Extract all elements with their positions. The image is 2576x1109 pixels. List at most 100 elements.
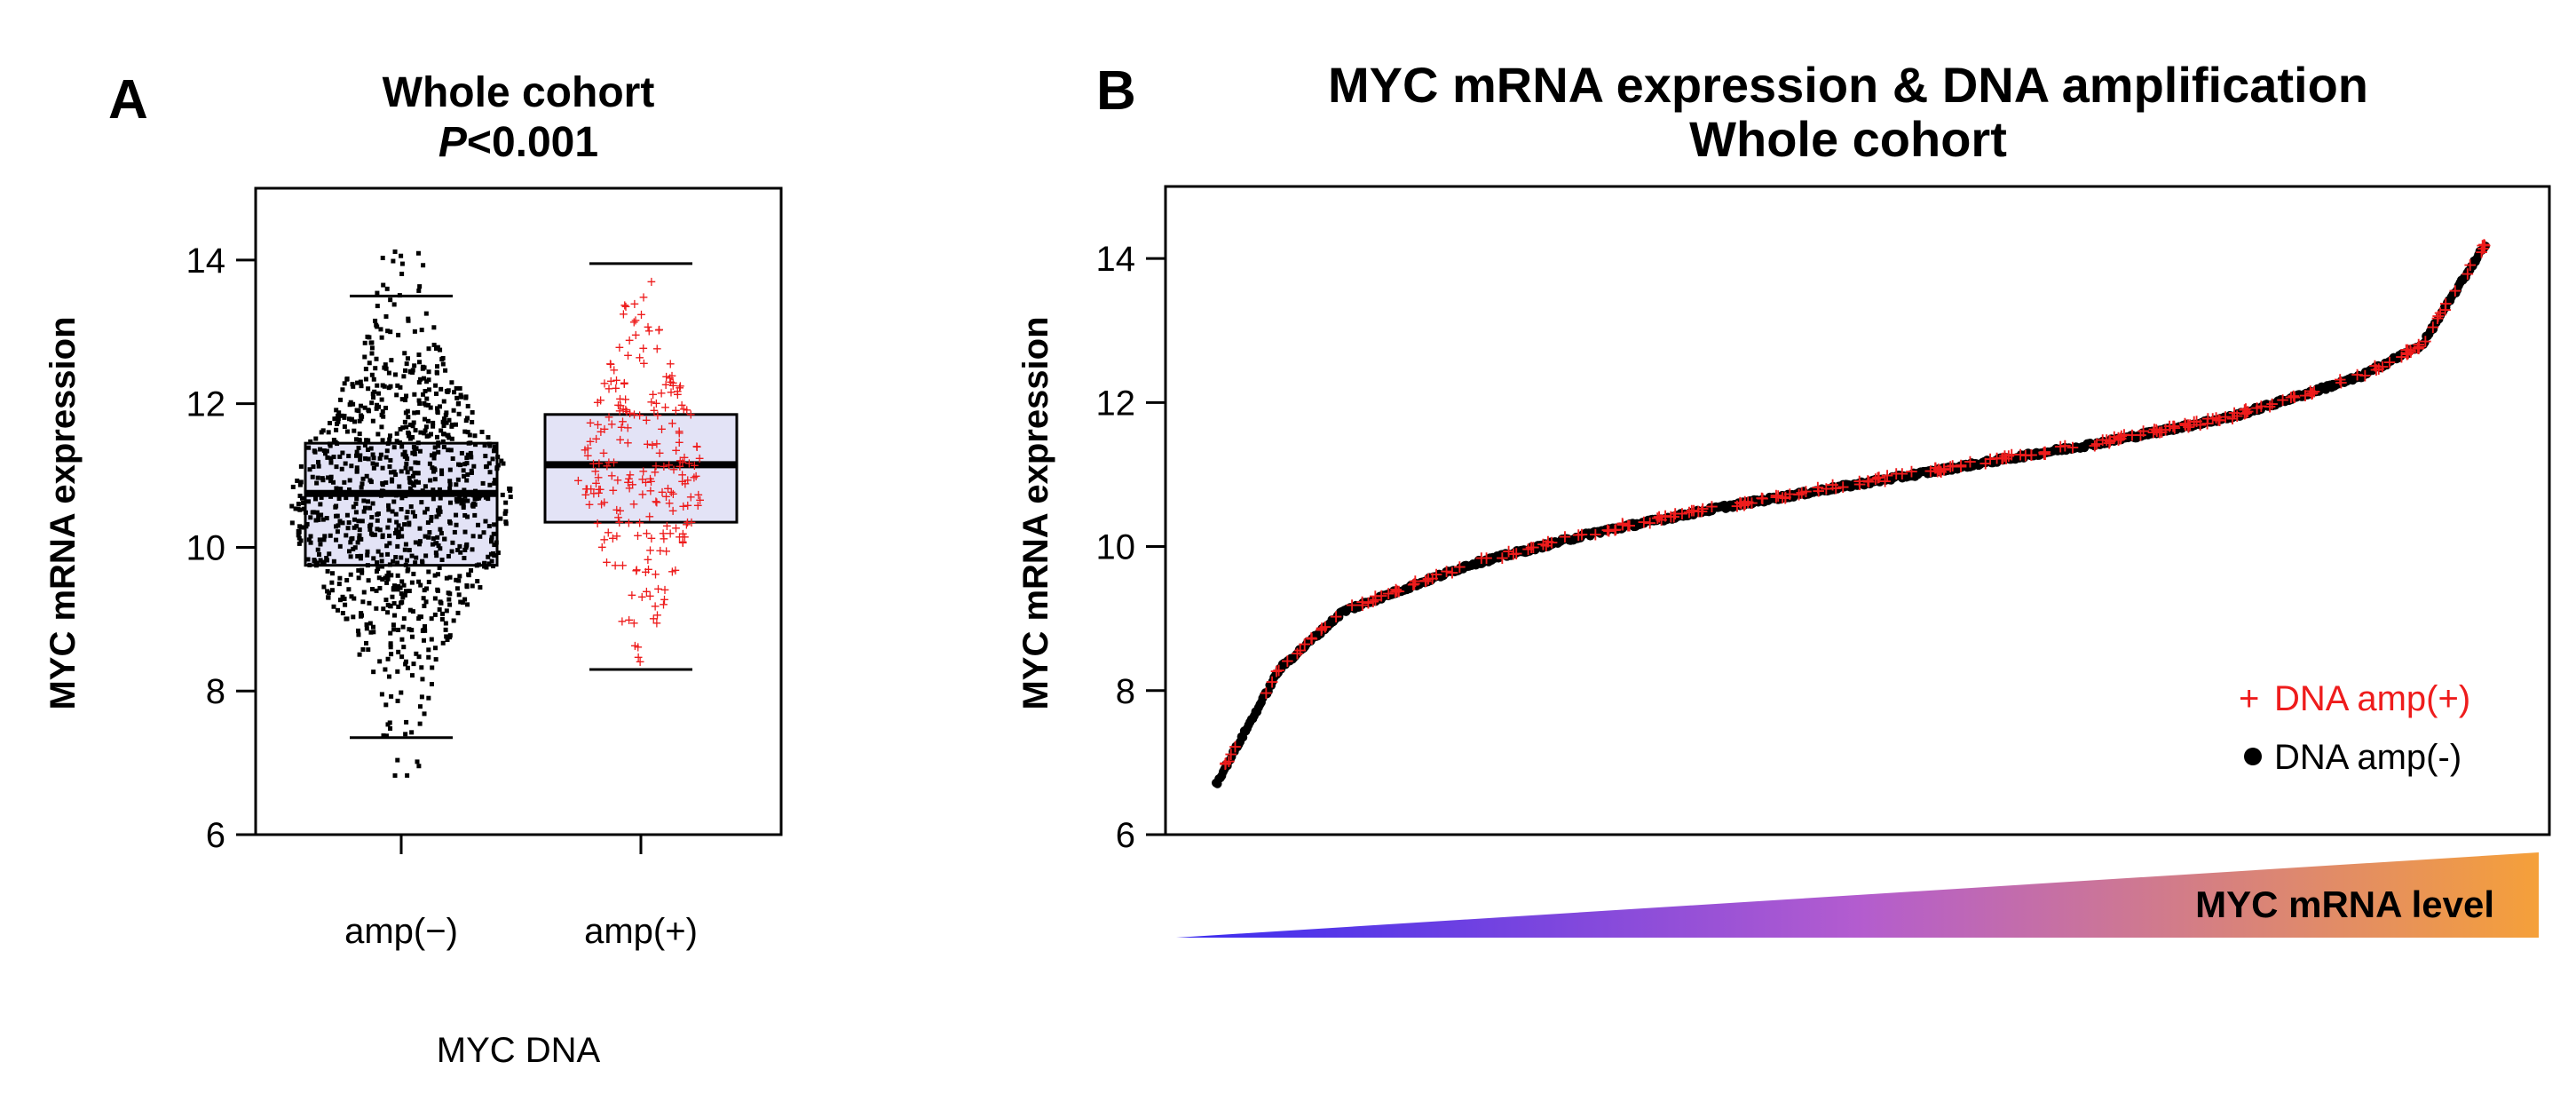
point-amp-pos: + — [690, 457, 699, 475]
point-amp-neg — [391, 445, 397, 450]
point-amp-neg — [455, 401, 461, 407]
point-amp-neg — [352, 428, 357, 433]
point-amp-neg — [399, 637, 405, 642]
point-amp-neg — [409, 580, 415, 585]
point-amp-pos: + — [1682, 499, 1695, 526]
point-amp-neg — [429, 518, 434, 523]
point-amp-pos: + — [668, 415, 677, 432]
point-amp-pos: + — [680, 528, 690, 546]
point-amp-neg — [394, 431, 399, 436]
point-amp-neg — [368, 340, 374, 345]
point-amp-neg — [416, 398, 422, 403]
point-amp-neg — [403, 494, 408, 499]
point-amp-neg — [340, 387, 345, 392]
point-amp-neg — [379, 692, 384, 697]
point-amp-pos: + — [2117, 422, 2130, 448]
point-amp-pos: + — [2125, 422, 2138, 448]
point-amp-pos: + — [1934, 458, 1948, 485]
point-amp-neg — [313, 518, 319, 523]
point-amp-neg — [486, 561, 492, 566]
point-amp-neg — [339, 413, 344, 418]
point-amp-neg — [334, 427, 339, 432]
point-amp-neg — [375, 527, 380, 532]
point-amp-neg — [338, 397, 344, 402]
point-amp-pos: + — [2058, 432, 2072, 459]
point-amp-neg — [398, 426, 403, 432]
point-amp-pos: + — [1222, 749, 1236, 775]
point-amp-pos: + — [669, 461, 679, 479]
point-amp-pos: + — [630, 295, 640, 313]
point-amp-pos: + — [665, 495, 675, 512]
point-amp-neg — [316, 459, 321, 464]
point-amp-neg — [425, 418, 431, 424]
point-amp-pos: + — [629, 495, 639, 513]
point-amp-pos: + — [615, 391, 625, 408]
point-amp-neg — [423, 402, 429, 408]
point-amp-pos: + — [673, 386, 683, 404]
point-amp-neg — [410, 481, 415, 487]
point-amp-pos: + — [2419, 328, 2432, 354]
point-amp-pos: + — [586, 433, 596, 451]
point-amp-pos: + — [1229, 733, 1242, 760]
point-amp-neg — [441, 399, 446, 404]
point-amp-neg — [410, 424, 415, 429]
point-amp-pos: + — [1545, 529, 1558, 556]
point-amp-neg — [371, 630, 376, 635]
point-amp-pos: + — [593, 514, 603, 532]
point-amp-neg — [435, 587, 440, 592]
point-amp-neg — [380, 383, 385, 388]
point-amp-pos: + — [613, 509, 623, 527]
point-amp-neg — [449, 424, 454, 429]
point-amp-neg — [298, 479, 304, 485]
point-amp-neg — [390, 509, 395, 514]
point-amp-neg — [398, 384, 403, 390]
point-amp-neg — [377, 659, 383, 664]
point-amp-neg — [289, 520, 295, 526]
point-amp-pos: + — [677, 396, 687, 414]
point-amp-neg — [431, 455, 437, 461]
point-amp-pos: + — [658, 484, 668, 502]
point-amp-neg — [318, 542, 323, 547]
point-amp-neg — [388, 329, 393, 335]
point-amp-pos: + — [2438, 297, 2452, 323]
point-amp-neg — [416, 380, 422, 385]
point-amp-neg — [402, 547, 407, 552]
point-amp-pos: + — [692, 438, 702, 455]
point-amp-neg — [344, 376, 350, 382]
point-amp-neg — [395, 560, 400, 566]
point-amp-pos: + — [2103, 427, 2116, 454]
point-amp-neg — [426, 387, 431, 392]
point-amp-neg — [361, 498, 367, 503]
point-amp-pos: + — [2146, 419, 2160, 446]
point-amp-pos: + — [1861, 468, 1875, 495]
point-amp-pos: + — [595, 455, 604, 472]
y-tick-label: 10 — [186, 528, 226, 567]
point-amp-neg — [405, 510, 410, 515]
point-amp-neg — [431, 496, 436, 502]
point-amp-neg — [343, 461, 348, 466]
point-amp-neg — [379, 397, 384, 402]
point-amp-pos: + — [633, 638, 643, 656]
point-amp-neg — [328, 455, 334, 461]
point-amp-neg — [319, 495, 324, 500]
point-amp-neg — [459, 450, 464, 455]
point-amp-neg — [454, 577, 459, 582]
point-amp-pos: + — [1792, 481, 1806, 508]
point-amp-pos: + — [1219, 750, 1232, 777]
point-amp-neg — [368, 479, 374, 485]
point-amp-neg — [431, 420, 436, 425]
point-amp-pos: + — [623, 473, 633, 491]
point-amp-neg — [383, 313, 389, 319]
point-amp-neg — [433, 550, 439, 555]
point-amp-pos: + — [2112, 426, 2125, 453]
point-amp-neg — [373, 366, 378, 371]
point-amp-neg — [342, 381, 347, 386]
point-amp-pos: + — [1998, 442, 2011, 469]
point-amp-neg — [384, 448, 390, 454]
point-amp-neg — [407, 479, 413, 485]
point-amp-neg — [376, 575, 382, 581]
point-amp-pos: + — [1931, 458, 1944, 485]
point-amp-neg — [411, 661, 416, 667]
point-amp-neg — [480, 480, 486, 486]
point-amp-pos: + — [589, 455, 598, 473]
